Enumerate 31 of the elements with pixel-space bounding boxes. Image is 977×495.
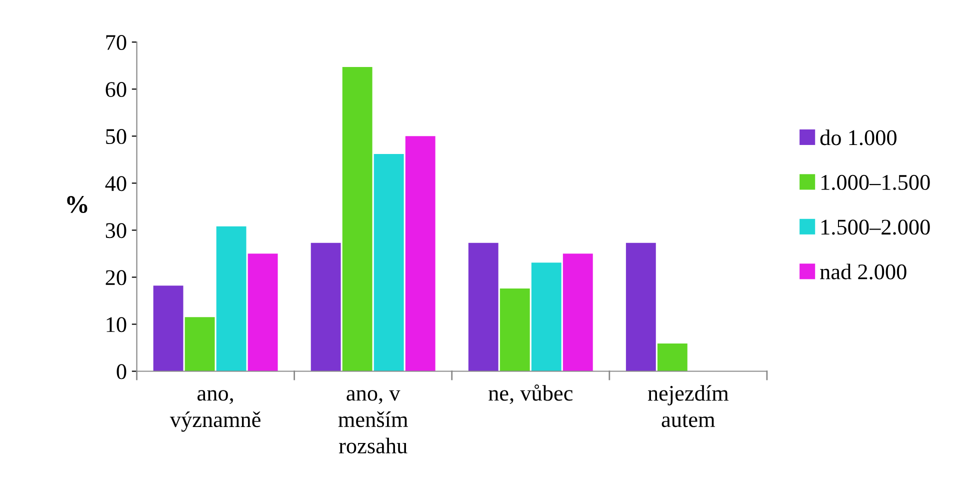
y-tick-label: 50	[106, 129, 126, 144]
bar	[562, 254, 593, 372]
bar	[468, 242, 498, 372]
bar	[500, 288, 530, 372]
y-tick-label: 40	[105, 176, 126, 192]
bar	[216, 226, 246, 372]
bar	[153, 286, 184, 372]
bar	[531, 262, 562, 372]
legend-label: 1.500–2.000	[822, 220, 930, 235]
y-tick-label: 70	[106, 35, 126, 50]
bar	[374, 154, 404, 372]
bar	[310, 242, 341, 372]
y-tick-label: 10	[106, 317, 126, 332]
bar	[626, 242, 656, 372]
bar	[657, 344, 688, 372]
bar	[248, 254, 278, 372]
bar	[405, 136, 436, 372]
y-tick-label: 30	[106, 223, 126, 238]
y-tick-label: 0	[116, 364, 126, 380]
x-tick-label: ne, vůbec	[488, 384, 573, 404]
y-tick-label: 20	[106, 270, 126, 286]
legend-label: do 1.000	[820, 130, 896, 146]
legend-label: nad 2.000	[820, 264, 906, 280]
y-axis-title: %	[67, 196, 88, 213]
x-tick-label: ano, v menším rozsahu	[338, 390, 408, 454]
x-tick-label: ano, významně	[170, 390, 260, 432]
bar	[184, 317, 215, 372]
x-tick-label: nejezdím autem	[648, 385, 729, 428]
y-tick-label: 60	[106, 82, 126, 98]
legend-label: 1.000–1.500	[822, 174, 930, 190]
bar	[342, 67, 372, 372]
